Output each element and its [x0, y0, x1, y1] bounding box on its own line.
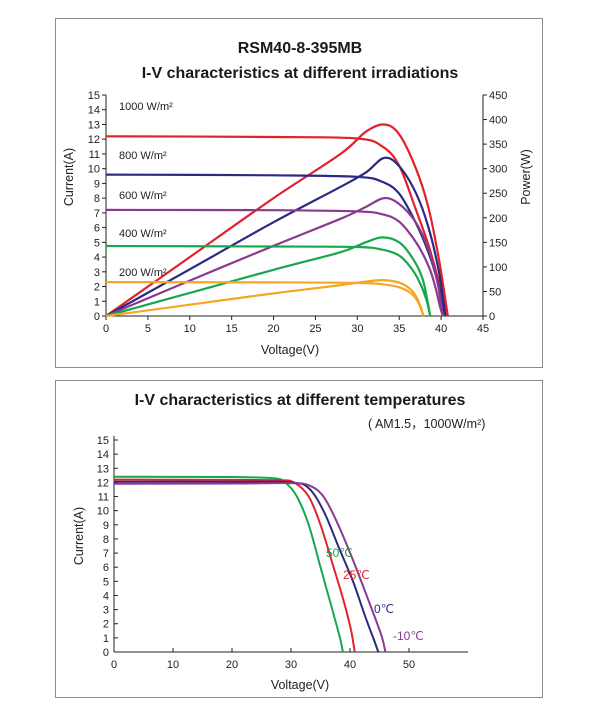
y-tick-label: 15 [88, 90, 100, 102]
y-tick-label: 5 [103, 576, 109, 588]
pv-curve-800 [105, 156, 447, 317]
x-axis-label: Voltage(V) [271, 678, 329, 692]
temperature-label-3: -10℃ [393, 629, 424, 643]
x-tick-label: 50 [403, 659, 415, 671]
y-tick-label: 0 [94, 311, 100, 323]
y-tick-label: 2 [94, 282, 100, 294]
y-tick-label: 12 [88, 134, 100, 146]
series-label-1000: 1000 W/m² [119, 101, 173, 113]
y-tick-label: 1 [94, 296, 100, 308]
y-tick-label: 11 [98, 492, 109, 504]
y-tick-label: 7 [103, 548, 109, 560]
temperature-label-1: 25℃ [343, 568, 370, 582]
iv-curve-200 [105, 281, 425, 317]
temperature-label-0: 50℃ [326, 546, 353, 560]
series-label-800: 800 W/m² [119, 150, 167, 162]
y-tick-label: 5 [94, 237, 100, 249]
y-tick-label: 3 [103, 605, 109, 617]
y-tick-label: 0 [103, 647, 109, 659]
y-tick-label: 15 [97, 435, 109, 447]
y-tick-label: 4 [103, 590, 109, 602]
series-label-200: 200 W/m² [119, 267, 167, 279]
y2-tick-label: 450 [489, 90, 507, 102]
series-label-600: 600 W/m² [119, 190, 167, 202]
iv-curve-600 [105, 208, 444, 317]
x-tick-label: 10 [167, 659, 179, 671]
chart-subtitle: I-V characteristics at different irradia… [142, 65, 459, 82]
x-tick-label: 40 [435, 323, 447, 335]
temperature-chart: I-V characteristics at different tempera… [72, 392, 485, 692]
chart-condition-note: ( AM1.5，1000W/m²) [368, 417, 485, 431]
y-tick-label: 1 [103, 633, 109, 645]
y2-tick-label: 250 [489, 188, 507, 200]
x-tick-label: 5 [145, 323, 151, 335]
y2-tick-label: 350 [489, 139, 507, 151]
iv-curve-temp-0 [113, 475, 344, 653]
y2-tick-label: 200 [489, 213, 507, 225]
y-tick-label: 14 [88, 105, 100, 117]
series-label-400: 400 W/m² [119, 228, 167, 240]
x-tick-label: 40 [344, 659, 356, 671]
y-tick-label: 6 [94, 223, 100, 235]
y-tick-label: 12 [97, 477, 109, 489]
y-tick-label: 14 [97, 449, 109, 461]
y2-tick-label: 150 [489, 237, 507, 249]
y-axis-label: Current(A) [62, 148, 76, 206]
y-tick-label: 10 [88, 164, 100, 176]
iv-curve-400 [105, 244, 432, 317]
y2-tick-label: 400 [489, 115, 507, 127]
y-tick-label: 9 [103, 520, 109, 532]
x-tick-label: 35 [393, 323, 405, 335]
x-tick-label: 30 [285, 659, 297, 671]
iv-curve-temp-3 [113, 482, 387, 653]
y-tick-label: 11 [89, 149, 100, 161]
x-axis-label: Voltage(V) [261, 343, 319, 357]
y-tick-label: 13 [88, 119, 100, 131]
pv-curve-600 [105, 196, 444, 318]
y-tick-label: 6 [103, 562, 109, 574]
temperature-label-2: 0℃ [374, 602, 394, 616]
temperature-chart-panel: I-V characteristics at different tempera… [55, 380, 543, 698]
x-tick-label: 30 [351, 323, 363, 335]
x-tick-label: 0 [111, 659, 117, 671]
pv-curve-1000 [105, 123, 449, 317]
x-tick-label: 20 [226, 659, 238, 671]
y-tick-label: 13 [97, 463, 109, 475]
iv-curve-temp-1 [113, 478, 356, 653]
y2-tick-label: 300 [489, 164, 507, 176]
pv-curve-200 [105, 278, 425, 318]
y-tick-label: 8 [94, 193, 100, 205]
y-tick-label: 4 [94, 252, 100, 264]
y-tick-label: 3 [94, 267, 100, 279]
chart-title: RSM40-8-395MB [238, 40, 362, 57]
y-tick-label: 2 [103, 619, 109, 631]
x-tick-label: 0 [103, 323, 109, 335]
y-tick-label: 9 [94, 178, 100, 190]
y2-tick-label: 100 [489, 262, 507, 274]
irradiation-chart: RSM40-8-395MB I-V characteristics at dif… [62, 40, 533, 357]
iv-curve-temp-2 [113, 480, 380, 653]
y2-tick-label: 50 [489, 286, 501, 298]
y2-tick-label: 0 [489, 311, 495, 323]
y-tick-label: 7 [94, 208, 100, 220]
y-axis-label: Current(A) [72, 507, 86, 565]
y2-axis-label: Power(W) [519, 149, 533, 205]
y-tick-label: 10 [97, 506, 109, 518]
x-tick-label: 45 [477, 323, 489, 335]
x-tick-label: 15 [226, 323, 238, 335]
chart-title: I-V characteristics at different tempera… [135, 392, 466, 409]
x-tick-label: 10 [184, 323, 196, 335]
irradiation-chart-panel: RSM40-8-395MB I-V characteristics at dif… [55, 18, 543, 368]
pv-curve-400 [105, 236, 432, 318]
y-tick-label: 8 [103, 534, 109, 546]
x-tick-label: 25 [309, 323, 321, 335]
x-tick-label: 20 [267, 323, 279, 335]
